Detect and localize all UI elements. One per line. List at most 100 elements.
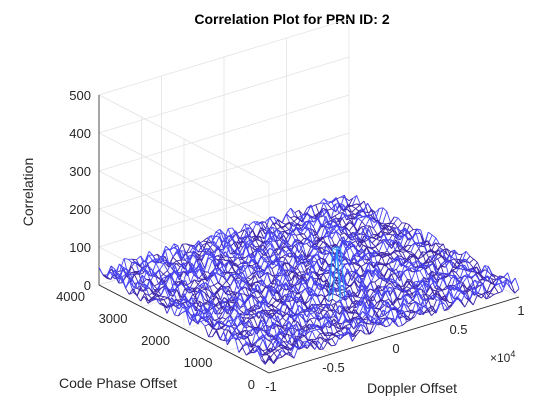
mesh-segment — [249, 346, 255, 352]
mesh-segment — [382, 253, 387, 259]
mesh-segment — [228, 325, 233, 329]
mesh-segment — [253, 350, 258, 354]
mesh-segment — [289, 313, 295, 321]
mesh-segment — [315, 340, 320, 343]
mesh-segment — [183, 261, 189, 265]
mesh-segment — [203, 312, 208, 315]
mesh-segment — [217, 328, 222, 331]
chart-title: Correlation Plot for PRN ID: 2 — [194, 11, 389, 27]
mesh-segment — [281, 353, 287, 358]
mesh-segment — [156, 280, 162, 290]
mesh-segment — [260, 229, 265, 232]
mesh-segment — [390, 278, 395, 281]
mesh-segment — [337, 322, 342, 330]
mesh-segment — [402, 252, 407, 260]
mesh-segment — [339, 232, 345, 236]
mesh-segment — [290, 207, 295, 217]
mesh-segment — [415, 269, 420, 272]
mesh-segment — [278, 341, 284, 346]
mesh-segment — [265, 217, 270, 230]
mesh-segment — [351, 309, 356, 313]
mesh-segment — [171, 297, 176, 307]
mesh-segment — [257, 222, 262, 226]
mesh-segment — [272, 296, 277, 301]
mesh-segment — [289, 217, 295, 222]
mesh-segment — [410, 242, 416, 253]
mesh-segment — [190, 302, 196, 311]
mesh-segment — [113, 273, 119, 279]
mesh-segment — [242, 277, 248, 282]
mesh-segment — [272, 226, 277, 230]
mesh-segment — [219, 229, 225, 241]
mesh-segment — [360, 226, 366, 240]
mesh-segment — [215, 267, 220, 270]
mesh-segment — [252, 287, 258, 291]
mesh-segment — [398, 246, 404, 252]
mesh-segment — [369, 290, 375, 299]
mesh-segment — [323, 264, 329, 274]
mesh-segment — [395, 233, 401, 248]
mesh-segment — [295, 227, 301, 235]
mesh-segment — [308, 227, 313, 231]
mesh-segment — [238, 272, 243, 275]
mesh-segment — [321, 253, 327, 255]
mesh-segment — [234, 337, 240, 341]
mesh-segment — [137, 274, 143, 289]
mesh-segment — [380, 263, 385, 266]
mesh-segment — [191, 297, 196, 311]
mesh-segment — [254, 346, 259, 348]
mesh-segment — [353, 317, 359, 325]
mesh-segment — [208, 327, 214, 337]
mesh-segment — [117, 277, 122, 280]
mesh-segment — [253, 310, 259, 319]
mesh-segment — [222, 236, 228, 242]
mesh-segment — [185, 310, 191, 326]
mesh-segment — [327, 231, 333, 240]
mesh-segment — [238, 272, 244, 279]
mesh-segment — [319, 304, 325, 307]
mesh-segment — [276, 299, 281, 304]
mesh-segment — [398, 241, 404, 248]
mesh-segment — [125, 281, 130, 289]
mesh-segment — [231, 327, 237, 334]
mesh-segment — [311, 330, 317, 340]
mesh-segment — [361, 319, 366, 328]
mesh-segment — [228, 300, 233, 304]
mesh-segment — [306, 204, 312, 215]
mesh-segment — [281, 283, 286, 287]
mesh-segment — [354, 309, 360, 317]
mesh-segment — [205, 307, 211, 313]
mesh-segment — [231, 271, 236, 274]
mesh-segment — [327, 298, 333, 310]
mesh-segment — [255, 262, 261, 272]
mesh-segment — [299, 298, 305, 303]
mesh-segment — [170, 305, 176, 316]
mesh-segment — [173, 281, 179, 286]
mesh-segment — [209, 290, 214, 297]
mesh-segment — [190, 270, 195, 273]
mesh-segment — [274, 340, 279, 347]
mesh-segment — [294, 209, 300, 214]
mesh-segment — [147, 264, 152, 270]
mesh-segment — [350, 309, 356, 322]
mesh-segment — [345, 317, 351, 325]
mesh-segment — [324, 260, 330, 266]
mesh-segment — [275, 260, 281, 267]
mesh-segment — [273, 290, 278, 297]
mesh-segment — [331, 231, 337, 240]
mesh-segment — [396, 262, 401, 270]
mesh-segment — [378, 277, 384, 291]
mesh-segment — [143, 255, 150, 268]
mesh-segment — [319, 239, 324, 243]
mesh-segment — [186, 243, 191, 247]
mesh-segment — [292, 324, 298, 336]
mesh-segment — [273, 222, 278, 225]
mesh-segment — [291, 230, 297, 236]
mesh-segment — [254, 337, 260, 346]
mesh-segment — [160, 287, 166, 297]
mesh-segment — [214, 236, 220, 247]
mesh-segment — [375, 300, 381, 309]
mesh-segment — [282, 313, 287, 319]
mesh-segment — [223, 228, 229, 241]
mesh-segment — [428, 231, 433, 236]
